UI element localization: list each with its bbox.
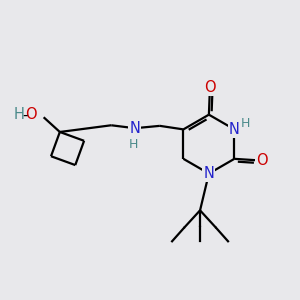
- Text: O: O: [204, 80, 216, 95]
- Text: N: N: [129, 121, 140, 136]
- Text: H: H: [129, 138, 139, 151]
- Text: H: H: [241, 117, 250, 130]
- Text: O: O: [26, 107, 37, 122]
- Text: H: H: [13, 107, 24, 122]
- Text: O: O: [256, 153, 268, 168]
- Text: N: N: [229, 122, 240, 137]
- Text: -: -: [22, 107, 28, 122]
- Text: N: N: [203, 166, 214, 181]
